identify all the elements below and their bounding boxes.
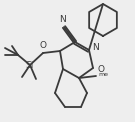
Text: O: O [97, 65, 104, 73]
Text: me: me [98, 72, 108, 77]
Text: Si: Si [26, 61, 34, 71]
Text: O: O [40, 41, 46, 51]
Text: N: N [59, 15, 65, 25]
Text: N: N [92, 44, 99, 52]
